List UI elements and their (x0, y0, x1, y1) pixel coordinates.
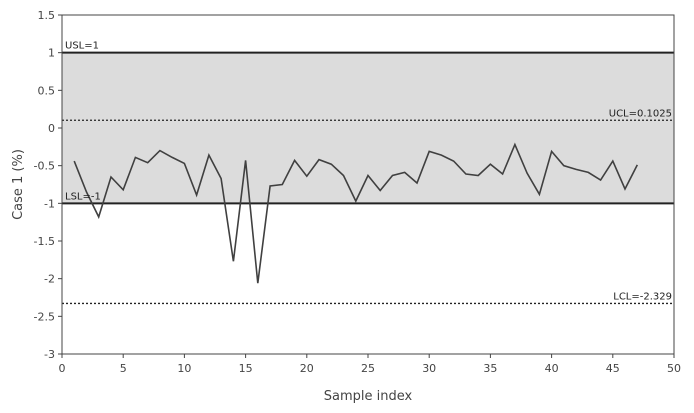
spec-band (62, 52, 674, 204)
x-tick-label: 35 (483, 362, 497, 375)
x-tick-label: 30 (422, 362, 436, 375)
x-tick-label: 25 (361, 362, 375, 375)
y-tick-label: -1.5 (34, 235, 55, 248)
y-tick-label: -1 (44, 197, 55, 210)
usl-label: USL=1 (65, 41, 99, 52)
x-axis: 0 5 10 15 20 25 30 35 40 45 50 (59, 354, 681, 375)
ucl-label: UCL=0.1025 (609, 108, 672, 119)
limit-labels: USL=1 UCL=0.1025 LSL=-1 LCL=-2.329 (65, 41, 672, 303)
y-tick-label: -2 (44, 273, 55, 286)
y-axis-title: Case 1 (%) (11, 149, 26, 220)
lcl-label: LCL=-2.329 (613, 291, 672, 302)
y-tick-label: -3 (44, 348, 55, 361)
y-tick-label: 1 (48, 47, 55, 60)
y-tick-label: 0 (48, 122, 55, 135)
x-tick-label: 45 (606, 362, 620, 375)
y-tick-label: 1.5 (38, 9, 56, 22)
y-tick-label: -2.5 (34, 310, 55, 323)
x-tick-label: 40 (545, 362, 559, 375)
limit-lines (62, 51, 674, 305)
plot-area: USL=1 UCL=0.1025 LSL=-1 LCL=-2.329 (61, 14, 675, 355)
x-tick-label: 0 (59, 362, 66, 375)
x-tick-label: 20 (300, 362, 314, 375)
x-tick-label: 5 (120, 362, 127, 375)
series-line (73, 142, 639, 284)
x-tick-label: 50 (667, 362, 681, 375)
x-axis-title: Sample index (324, 389, 413, 404)
lsl-label: LSL=-1 (65, 191, 101, 202)
y-tick-label: 0.5 (38, 84, 56, 97)
y-tick-label: -0.5 (34, 160, 55, 173)
x-tick-label: 10 (177, 362, 191, 375)
x-tick-label: 15 (239, 362, 253, 375)
y-axis: -3 -2.5 -2 -1.5 -1 -0.5 0 0.5 1 1.5 (34, 9, 62, 361)
